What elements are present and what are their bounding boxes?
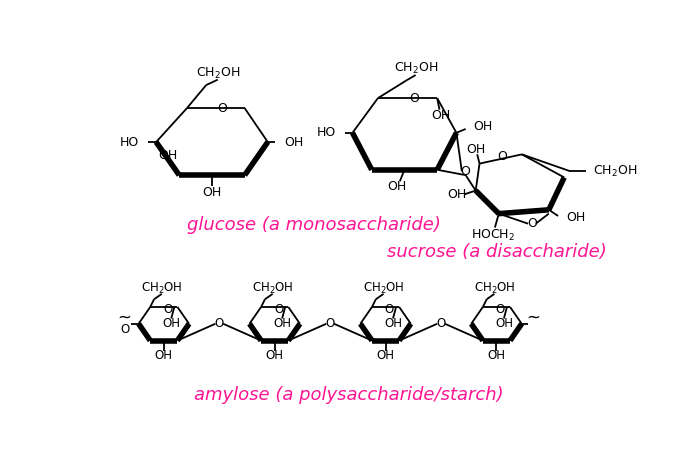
Text: O: O (385, 303, 394, 316)
Text: OH: OH (266, 350, 284, 363)
Text: OH: OH (447, 188, 466, 201)
Text: OH: OH (162, 318, 180, 331)
Text: O: O (496, 303, 505, 316)
Text: O: O (120, 324, 129, 336)
Text: O: O (217, 102, 227, 115)
Text: CH$_2$OH: CH$_2$OH (141, 281, 183, 296)
Text: sucrose (a disaccharide): sucrose (a disaccharide) (387, 243, 607, 261)
Text: glucose (a monosaccharide): glucose (a monosaccharide) (187, 216, 441, 234)
Text: ~: ~ (118, 309, 131, 326)
Text: OH: OH (377, 350, 394, 363)
Text: OH: OH (431, 109, 451, 121)
Text: OH: OH (202, 186, 221, 199)
Text: HOCH$_2$: HOCH$_2$ (471, 228, 515, 243)
Text: OH: OH (384, 318, 402, 331)
Text: OH: OH (273, 318, 291, 331)
Text: OH: OH (466, 143, 486, 156)
Text: O: O (437, 317, 445, 330)
Text: HO: HO (316, 126, 336, 140)
Text: O: O (215, 317, 224, 330)
Text: O: O (326, 317, 335, 330)
Text: OH: OH (566, 211, 585, 224)
Text: CH$_2$OH: CH$_2$OH (252, 281, 294, 296)
Text: OH: OH (488, 350, 505, 363)
Text: ~: ~ (526, 309, 540, 326)
Text: CH$_2$OH: CH$_2$OH (394, 61, 438, 76)
Text: O: O (527, 217, 537, 230)
Text: OH: OH (155, 350, 173, 363)
Text: O: O (409, 92, 419, 105)
Text: CH$_2$OH: CH$_2$OH (363, 281, 405, 296)
Text: O: O (461, 165, 471, 178)
Text: OH: OH (285, 135, 304, 148)
Text: HO: HO (120, 135, 139, 148)
Text: O: O (163, 303, 172, 316)
Text: O: O (274, 303, 283, 316)
Text: CH$_2$OH: CH$_2$OH (593, 164, 637, 179)
Text: CH$_2$OH: CH$_2$OH (473, 281, 516, 296)
Text: amylose (a polysaccharide/starch): amylose (a polysaccharide/starch) (194, 385, 503, 404)
Text: OH: OH (158, 149, 177, 162)
Text: CH$_2$OH: CH$_2$OH (195, 66, 240, 81)
Text: OH: OH (495, 318, 513, 331)
Text: OH: OH (473, 120, 492, 133)
Text: O: O (497, 150, 507, 163)
Text: OH: OH (387, 180, 407, 193)
